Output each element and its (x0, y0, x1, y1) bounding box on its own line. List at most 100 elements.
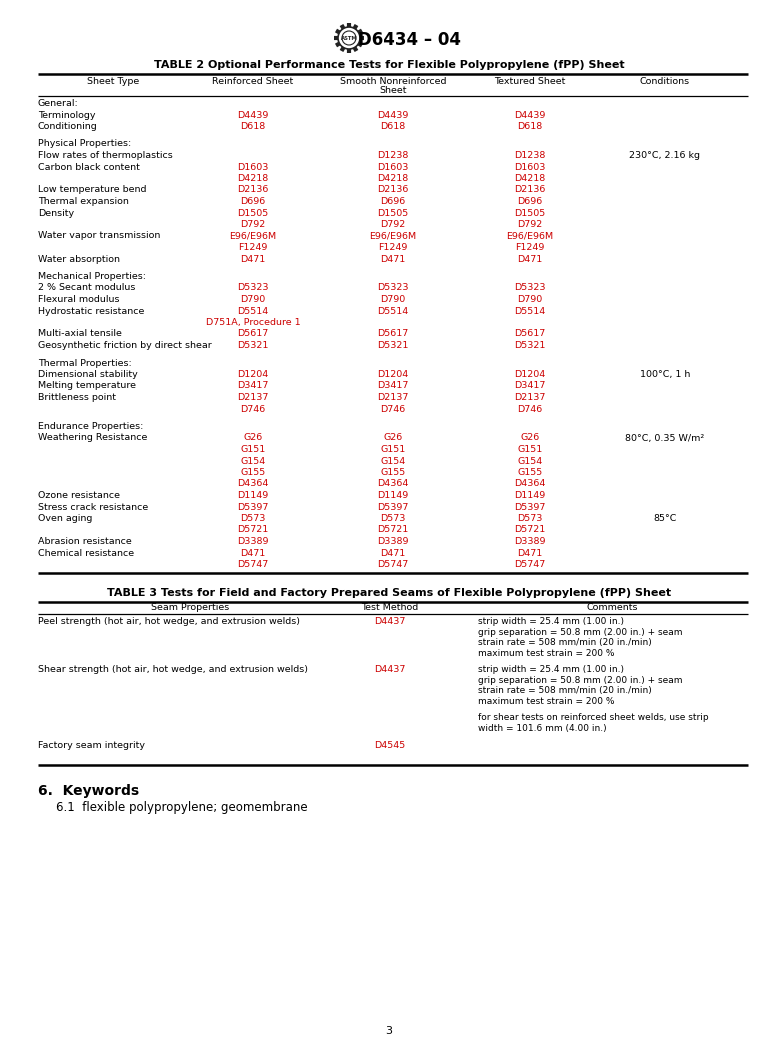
Text: D1603: D1603 (237, 162, 268, 172)
Text: D5721: D5721 (377, 526, 408, 534)
Text: D4439: D4439 (237, 110, 268, 120)
Text: F1249: F1249 (238, 243, 268, 252)
Text: D5514: D5514 (237, 306, 268, 315)
Text: G151: G151 (517, 445, 542, 454)
Text: grip separation = 50.8 mm (2.00 in.) + seam: grip separation = 50.8 mm (2.00 in.) + s… (478, 628, 682, 637)
Text: 6.  Keywords: 6. Keywords (38, 785, 139, 798)
Text: E96/E96M: E96/E96M (506, 231, 554, 240)
Text: D2136: D2136 (377, 185, 408, 195)
Text: G154: G154 (240, 457, 265, 465)
Text: D1204: D1204 (514, 370, 545, 379)
Text: D471: D471 (380, 549, 405, 558)
Text: D4545: D4545 (374, 740, 405, 750)
Text: D5397: D5397 (377, 503, 408, 511)
Text: D5747: D5747 (377, 560, 408, 569)
Text: G155: G155 (380, 468, 405, 477)
Text: D4364: D4364 (237, 480, 268, 488)
Text: Smooth Nonreinforced: Smooth Nonreinforced (340, 77, 447, 86)
Text: Flexural modulus: Flexural modulus (38, 295, 120, 304)
Text: Melting temperature: Melting temperature (38, 381, 136, 390)
Text: D573: D573 (380, 514, 405, 523)
Text: D1149: D1149 (377, 491, 408, 500)
Text: strain rate = 508 mm/min (20 in./min): strain rate = 508 mm/min (20 in./min) (478, 686, 652, 695)
Text: D3389: D3389 (514, 537, 545, 545)
Text: D792: D792 (240, 220, 265, 229)
Text: Flow rates of thermoplastics: Flow rates of thermoplastics (38, 151, 173, 160)
Text: Factory seam integrity: Factory seam integrity (38, 740, 145, 750)
Text: G26: G26 (244, 433, 263, 442)
Text: D2136: D2136 (514, 185, 545, 195)
Text: Textured Sheet: Textured Sheet (494, 77, 566, 86)
Text: Thermal Properties:: Thermal Properties: (38, 358, 131, 367)
Text: maximum test strain = 200 %: maximum test strain = 200 % (478, 649, 615, 658)
Text: D1603: D1603 (514, 162, 545, 172)
Text: D5514: D5514 (514, 306, 545, 315)
Text: D1238: D1238 (514, 151, 545, 160)
Text: 230°C, 2.16 kg: 230°C, 2.16 kg (629, 151, 700, 160)
Text: Multi-axial tensile: Multi-axial tensile (38, 330, 122, 338)
Text: D790: D790 (517, 295, 542, 304)
Text: D5617: D5617 (237, 330, 268, 338)
Text: D471: D471 (517, 254, 542, 263)
Text: D5323: D5323 (514, 283, 545, 293)
Text: D5617: D5617 (514, 330, 545, 338)
Text: G26: G26 (384, 433, 403, 442)
Text: D471: D471 (517, 549, 542, 558)
Text: D573: D573 (517, 514, 543, 523)
Text: 100°C, 1 h: 100°C, 1 h (640, 370, 690, 379)
Text: Sheet Type: Sheet Type (87, 77, 139, 86)
Text: D751A, Procedure 1: D751A, Procedure 1 (205, 318, 300, 327)
Text: D4437: D4437 (374, 665, 405, 675)
Text: D5747: D5747 (237, 560, 268, 569)
Text: D1505: D1505 (514, 208, 545, 218)
Text: D792: D792 (380, 220, 405, 229)
Text: D4437: D4437 (374, 617, 405, 627)
Text: F1249: F1249 (515, 243, 545, 252)
Text: 85°C: 85°C (654, 514, 677, 523)
Text: D5617: D5617 (377, 330, 408, 338)
Text: D790: D790 (240, 295, 265, 304)
Text: D1505: D1505 (237, 208, 268, 218)
Text: D5321: D5321 (237, 341, 268, 350)
Text: D5323: D5323 (237, 283, 268, 293)
Text: Density: Density (38, 208, 74, 218)
Text: D5321: D5321 (514, 341, 545, 350)
Text: grip separation = 50.8 mm (2.00 in.) + seam: grip separation = 50.8 mm (2.00 in.) + s… (478, 676, 682, 685)
Text: D792: D792 (517, 220, 542, 229)
Text: Water vapor transmission: Water vapor transmission (38, 231, 160, 240)
Text: 80°C, 0.35 W/m²: 80°C, 0.35 W/m² (626, 433, 705, 442)
Text: Geosynthetic friction by direct shear: Geosynthetic friction by direct shear (38, 341, 212, 350)
Text: Physical Properties:: Physical Properties: (38, 139, 131, 149)
Text: D6434 – 04: D6434 – 04 (358, 31, 461, 49)
Text: D5323: D5323 (377, 283, 408, 293)
Text: D5397: D5397 (237, 503, 268, 511)
Text: Sheet: Sheet (379, 86, 407, 95)
Text: D3389: D3389 (377, 537, 408, 545)
Text: Chemical resistance: Chemical resistance (38, 549, 134, 558)
Text: D1149: D1149 (514, 491, 545, 500)
Text: Peel strength (hot air, hot wedge, and extrusion welds): Peel strength (hot air, hot wedge, and e… (38, 617, 300, 627)
Text: D746: D746 (240, 405, 265, 413)
Text: D1204: D1204 (237, 370, 268, 379)
Text: for shear tests on reinforced sheet welds, use strip: for shear tests on reinforced sheet weld… (478, 713, 709, 722)
Text: Conditions: Conditions (640, 77, 690, 86)
Text: Seam Properties: Seam Properties (151, 604, 230, 612)
Text: D471: D471 (240, 254, 265, 263)
Text: D1204: D1204 (377, 370, 408, 379)
Text: D618: D618 (380, 122, 405, 131)
Text: D4364: D4364 (377, 480, 408, 488)
Text: D4218: D4218 (377, 174, 408, 183)
Text: Reinforced Sheet: Reinforced Sheet (212, 77, 293, 86)
Text: Hydrostatic resistance: Hydrostatic resistance (38, 306, 145, 315)
Text: D5747: D5747 (514, 560, 545, 569)
Text: 3: 3 (386, 1026, 392, 1036)
Text: D471: D471 (240, 549, 265, 558)
Text: Ozone resistance: Ozone resistance (38, 491, 120, 500)
Text: Thermal expansion: Thermal expansion (38, 197, 129, 206)
Text: 2 % Secant modulus: 2 % Secant modulus (38, 283, 135, 293)
Text: Water absorption: Water absorption (38, 254, 120, 263)
Text: TABLE 2 Optional Performance Tests for Flexible Polypropylene (fPP) Sheet: TABLE 2 Optional Performance Tests for F… (154, 60, 624, 70)
Text: D790: D790 (380, 295, 405, 304)
Text: D696: D696 (240, 197, 265, 206)
Text: Conditioning: Conditioning (38, 122, 98, 131)
